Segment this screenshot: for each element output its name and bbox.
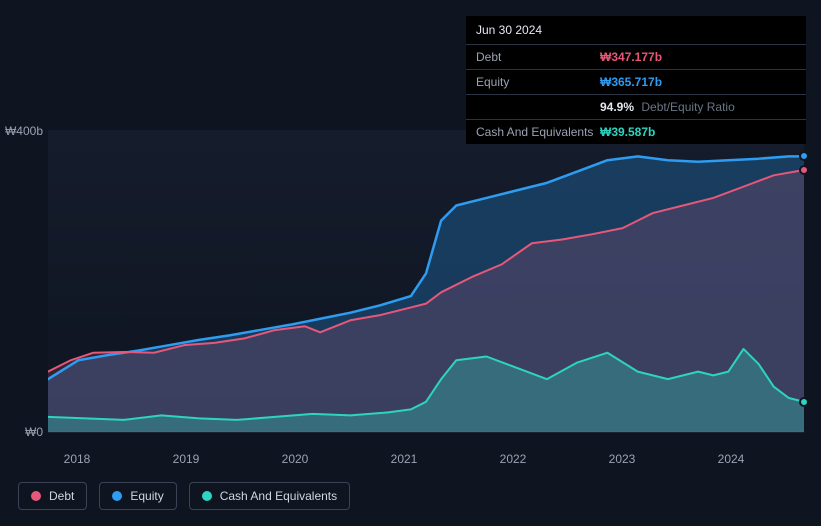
tooltip-row-1: Equity₩365.717b — [466, 70, 806, 95]
tooltip-row-sublabel: Debt/Equity Ratio — [638, 100, 735, 114]
tooltip-row-label — [476, 100, 600, 114]
financial-chart: ₩400b ₩0 Jun 30 2024 Debt₩347.177bEquity… — [0, 0, 821, 526]
y-tick-0: ₩0 — [25, 425, 43, 439]
legend-item-equity[interactable]: Equity — [99, 482, 176, 510]
x-tick-2021: 2021 — [391, 452, 418, 466]
debt-end-marker — [799, 165, 809, 175]
tooltip-row-label: Equity — [476, 75, 600, 89]
tooltip-date: Jun 30 2024 — [466, 16, 806, 45]
tooltip-row-2: 94.9% Debt/Equity Ratio — [466, 95, 806, 120]
tooltip-row-value: ₩39.587b — [600, 125, 655, 139]
legend-dot-icon — [202, 491, 212, 501]
legend-item-debt[interactable]: Debt — [18, 482, 87, 510]
legend-dot-icon — [112, 491, 122, 501]
x-tick-2024: 2024 — [718, 452, 745, 466]
y-tick-400: ₩400b — [5, 124, 43, 138]
tooltip: Jun 30 2024 Debt₩347.177bEquity₩365.717b… — [466, 16, 806, 144]
x-tick-2018: 2018 — [64, 452, 91, 466]
tooltip-row-value: 94.9% Debt/Equity Ratio — [600, 100, 735, 114]
x-tick-2023: 2023 — [609, 452, 636, 466]
tooltip-row-value: ₩365.717b — [600, 75, 662, 89]
legend-label: Equity — [130, 489, 163, 503]
equity-end-marker — [799, 151, 809, 161]
tooltip-row-label: Cash And Equivalents — [476, 125, 600, 139]
tooltip-row-value: ₩347.177b — [600, 50, 662, 64]
tooltip-row-3: Cash And Equivalents₩39.587b — [466, 120, 806, 144]
x-tick-2019: 2019 — [173, 452, 200, 466]
legend-label: Cash And Equivalents — [220, 489, 337, 503]
legend-item-cash-and-equivalents[interactable]: Cash And Equivalents — [189, 482, 350, 510]
x-tick-2022: 2022 — [500, 452, 527, 466]
legend-dot-icon — [31, 491, 41, 501]
tooltip-row-0: Debt₩347.177b — [466, 45, 806, 70]
legend: Debt Equity Cash And Equivalents — [18, 482, 350, 510]
tooltip-row-label: Debt — [476, 50, 600, 64]
x-tick-2020: 2020 — [282, 452, 309, 466]
cash-end-marker — [799, 397, 809, 407]
legend-label: Debt — [49, 489, 74, 503]
